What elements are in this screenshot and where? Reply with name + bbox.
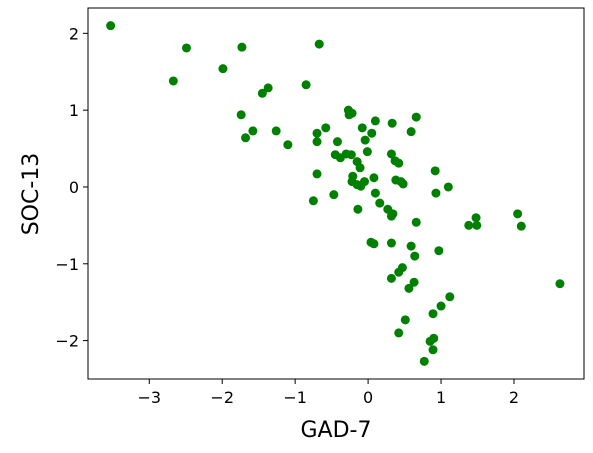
plot-frame xyxy=(87,7,585,380)
point xyxy=(357,123,367,133)
point xyxy=(168,76,178,86)
point xyxy=(406,127,416,137)
point xyxy=(332,137,342,147)
point xyxy=(388,209,398,219)
point xyxy=(516,221,526,231)
point xyxy=(428,345,438,355)
point xyxy=(263,83,273,93)
x-tick-label: 2 xyxy=(509,388,519,407)
y-tick-label: −2 xyxy=(55,332,79,351)
x-tick-label: −3 xyxy=(137,388,161,407)
point xyxy=(513,209,523,219)
point xyxy=(106,21,116,31)
point xyxy=(419,356,429,366)
point xyxy=(367,128,377,138)
point xyxy=(301,80,311,90)
x-tick-label: −1 xyxy=(283,388,307,407)
point xyxy=(411,217,421,227)
point xyxy=(360,135,370,145)
x-axis-label: GAD-7 xyxy=(301,418,372,443)
point xyxy=(241,133,251,143)
point xyxy=(257,88,267,98)
point xyxy=(386,238,396,248)
point xyxy=(312,128,322,138)
point xyxy=(404,283,414,293)
point xyxy=(271,126,281,136)
point xyxy=(406,241,416,251)
point xyxy=(312,137,322,147)
point xyxy=(386,149,396,159)
point xyxy=(387,118,397,128)
point xyxy=(386,273,396,283)
point xyxy=(400,315,410,325)
point xyxy=(428,309,438,319)
point xyxy=(181,43,191,53)
point xyxy=(394,328,404,338)
point xyxy=(410,251,420,261)
point xyxy=(370,188,380,198)
point xyxy=(436,301,446,311)
point xyxy=(443,182,453,192)
point xyxy=(471,213,481,223)
point xyxy=(472,220,482,230)
y-tick-label: 2 xyxy=(69,24,79,43)
point xyxy=(218,64,228,74)
y-tick-label: 1 xyxy=(69,101,79,120)
point xyxy=(359,177,369,187)
y-axis-label: SOC-13 xyxy=(19,153,44,236)
point xyxy=(434,246,444,256)
y-tick-label: 0 xyxy=(69,178,79,197)
point xyxy=(346,150,356,160)
point xyxy=(237,42,247,52)
point xyxy=(248,126,258,136)
point xyxy=(308,196,318,206)
x-tick-label: 1 xyxy=(436,388,446,407)
point xyxy=(425,336,435,346)
point xyxy=(314,39,324,49)
point xyxy=(411,112,421,122)
point xyxy=(445,292,455,302)
point xyxy=(362,147,372,157)
point xyxy=(409,277,419,287)
point xyxy=(555,279,565,289)
point xyxy=(431,188,441,198)
point xyxy=(321,123,331,133)
point xyxy=(394,267,404,277)
point xyxy=(353,204,363,214)
point xyxy=(370,116,380,126)
point xyxy=(236,110,246,120)
point xyxy=(430,166,440,176)
point xyxy=(464,220,474,230)
point xyxy=(355,163,365,173)
point xyxy=(396,177,406,187)
point xyxy=(312,169,322,179)
point xyxy=(347,108,357,118)
point xyxy=(283,140,293,150)
x-tick-label: −2 xyxy=(210,388,234,407)
point xyxy=(394,158,404,168)
point xyxy=(329,190,339,200)
point xyxy=(369,173,379,183)
point xyxy=(375,198,385,208)
x-tick-label: 0 xyxy=(363,388,373,407)
y-tick-label: −1 xyxy=(55,255,79,274)
point xyxy=(369,239,379,249)
